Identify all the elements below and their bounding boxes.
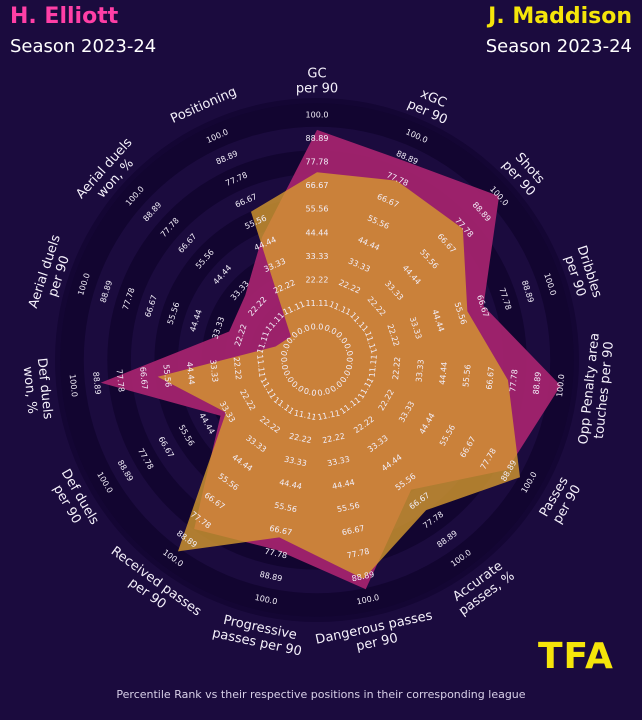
tick-label: 22.22 bbox=[391, 357, 402, 381]
category-label: Def duelswon, % bbox=[19, 357, 55, 422]
tick-label: 11.11 bbox=[306, 299, 329, 308]
player2-name: J. Maddison bbox=[488, 4, 632, 29]
tfa-logo: TFA bbox=[538, 636, 614, 677]
series-maddison-area bbox=[157, 172, 520, 579]
tick-label: 55.56 bbox=[306, 205, 329, 214]
tick-label: 44.44 bbox=[438, 361, 449, 385]
category-label-line: won, % bbox=[20, 366, 40, 415]
category-label: Opp Penalty areatouches per 90 bbox=[576, 332, 618, 447]
tick-label: 0.0 bbox=[311, 323, 324, 332]
category-label-line: Def duels bbox=[34, 357, 55, 420]
player2-season: Season 2023-24 bbox=[485, 36, 632, 57]
tick-label: 55.56 bbox=[161, 364, 172, 388]
tick-label: 77.78 bbox=[115, 369, 126, 393]
tick-label: 33.33 bbox=[414, 359, 425, 383]
tick-label: 0.0 bbox=[279, 357, 289, 371]
category-label-line: GC bbox=[307, 67, 326, 82]
tick-label: 11.11 bbox=[255, 354, 266, 378]
tick-label: 22.22 bbox=[306, 275, 329, 284]
footer-note: Percentile Rank vs their respective posi… bbox=[116, 688, 526, 701]
tick-label: 0.0 bbox=[342, 342, 354, 357]
tick-label: 0.0 bbox=[279, 342, 291, 357]
tick-label: 88.89 bbox=[306, 134, 329, 143]
tick-label: 22.22 bbox=[232, 357, 243, 381]
tick-label: 100.0 bbox=[306, 111, 329, 120]
tick-label: 100.0 bbox=[555, 374, 566, 398]
category-label-line: per 90 bbox=[296, 82, 338, 97]
tick-label: 100.0 bbox=[68, 374, 79, 398]
tick-label: 77.78 bbox=[306, 158, 329, 167]
tick-label: 11.11 bbox=[368, 354, 379, 378]
category-label: GC per 90 bbox=[296, 67, 338, 97]
tick-label: 55.56 bbox=[461, 364, 472, 388]
tick-label: 0.0 bbox=[317, 387, 331, 398]
tick-label: 88.89 bbox=[532, 371, 543, 395]
tick-label: 0.0 bbox=[303, 387, 317, 398]
tick-label: 33.33 bbox=[208, 359, 219, 383]
tick-label: 77.78 bbox=[508, 369, 519, 393]
tick-label: 88.89 bbox=[91, 371, 102, 395]
tick-label: 0.0 bbox=[345, 357, 355, 371]
player1-name: H. Elliott bbox=[10, 4, 119, 29]
tick-label: 44.44 bbox=[185, 361, 196, 385]
tick-label: 66.67 bbox=[306, 181, 329, 190]
tick-label: 44.44 bbox=[306, 228, 329, 237]
tick-label: 66.67 bbox=[138, 366, 149, 390]
tick-label: 33.33 bbox=[306, 252, 329, 261]
tick-label: 66.67 bbox=[485, 366, 496, 390]
player1-season: Season 2023-24 bbox=[10, 36, 157, 57]
